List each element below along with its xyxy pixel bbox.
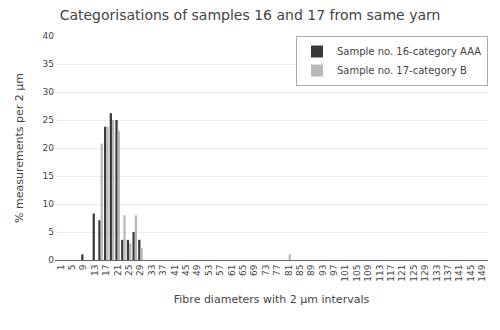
svg-text:125: 125 [409, 265, 419, 282]
svg-text:5: 5 [48, 227, 54, 237]
svg-text:20: 20 [43, 143, 55, 153]
svg-text:93: 93 [318, 265, 328, 276]
svg-text:61: 61 [227, 265, 237, 276]
svg-text:81: 81 [284, 265, 294, 276]
svg-text:Categorisations of samples 16: Categorisations of samples 16 and 17 fro… [60, 7, 441, 23]
svg-text:25: 25 [43, 115, 54, 125]
svg-text:37: 37 [158, 265, 168, 276]
svg-text:17: 17 [101, 265, 111, 276]
svg-text:149: 149 [477, 264, 487, 281]
svg-text:10: 10 [43, 199, 55, 209]
svg-text:85: 85 [295, 265, 305, 276]
svg-text:40: 40 [43, 31, 55, 41]
svg-text:25: 25 [124, 265, 134, 276]
svg-text:53: 53 [204, 265, 214, 276]
svg-text:21: 21 [113, 265, 123, 276]
svg-text:137: 137 [443, 265, 453, 282]
svg-text:Sample no. 16-category AAA: Sample no. 16-category AAA [337, 46, 481, 57]
svg-text:9: 9 [78, 264, 88, 270]
svg-text:145: 145 [466, 265, 476, 282]
svg-text:141: 141 [454, 265, 464, 282]
svg-text:57: 57 [215, 265, 225, 276]
svg-text:15: 15 [43, 171, 54, 181]
svg-text:105: 105 [352, 265, 362, 282]
svg-text:109: 109 [363, 264, 373, 281]
svg-text:41: 41 [170, 265, 180, 276]
svg-text:129: 129 [420, 264, 430, 281]
svg-text:% measurements per 2 μm: % measurements per 2 μm [13, 73, 26, 223]
svg-text:1: 1 [56, 265, 66, 271]
svg-text:Sample no. 17-category B: Sample no. 17-category B [337, 65, 467, 76]
svg-text:33: 33 [147, 265, 157, 276]
svg-text:65: 65 [238, 265, 248, 276]
svg-text:73: 73 [261, 265, 271, 276]
svg-text:89: 89 [306, 264, 316, 276]
svg-text:77: 77 [272, 265, 282, 276]
svg-text:29: 29 [135, 264, 145, 276]
svg-text:13: 13 [90, 265, 100, 276]
svg-text:49: 49 [192, 264, 202, 276]
svg-text:97: 97 [329, 265, 339, 276]
svg-text:35: 35 [43, 59, 54, 69]
svg-text:121: 121 [397, 265, 407, 282]
svg-text:117: 117 [386, 265, 396, 282]
svg-text:133: 133 [432, 265, 442, 282]
svg-text:Fibre diameters with 2 μm inte: Fibre diameters with 2 μm intervals [174, 293, 370, 306]
svg-text:45: 45 [181, 265, 191, 276]
svg-text:0: 0 [48, 255, 54, 265]
svg-text:113: 113 [375, 265, 385, 282]
svg-text:69: 69 [249, 264, 259, 276]
svg-text:5: 5 [67, 265, 77, 271]
svg-text:101: 101 [340, 265, 350, 282]
svg-text:30: 30 [43, 87, 55, 97]
